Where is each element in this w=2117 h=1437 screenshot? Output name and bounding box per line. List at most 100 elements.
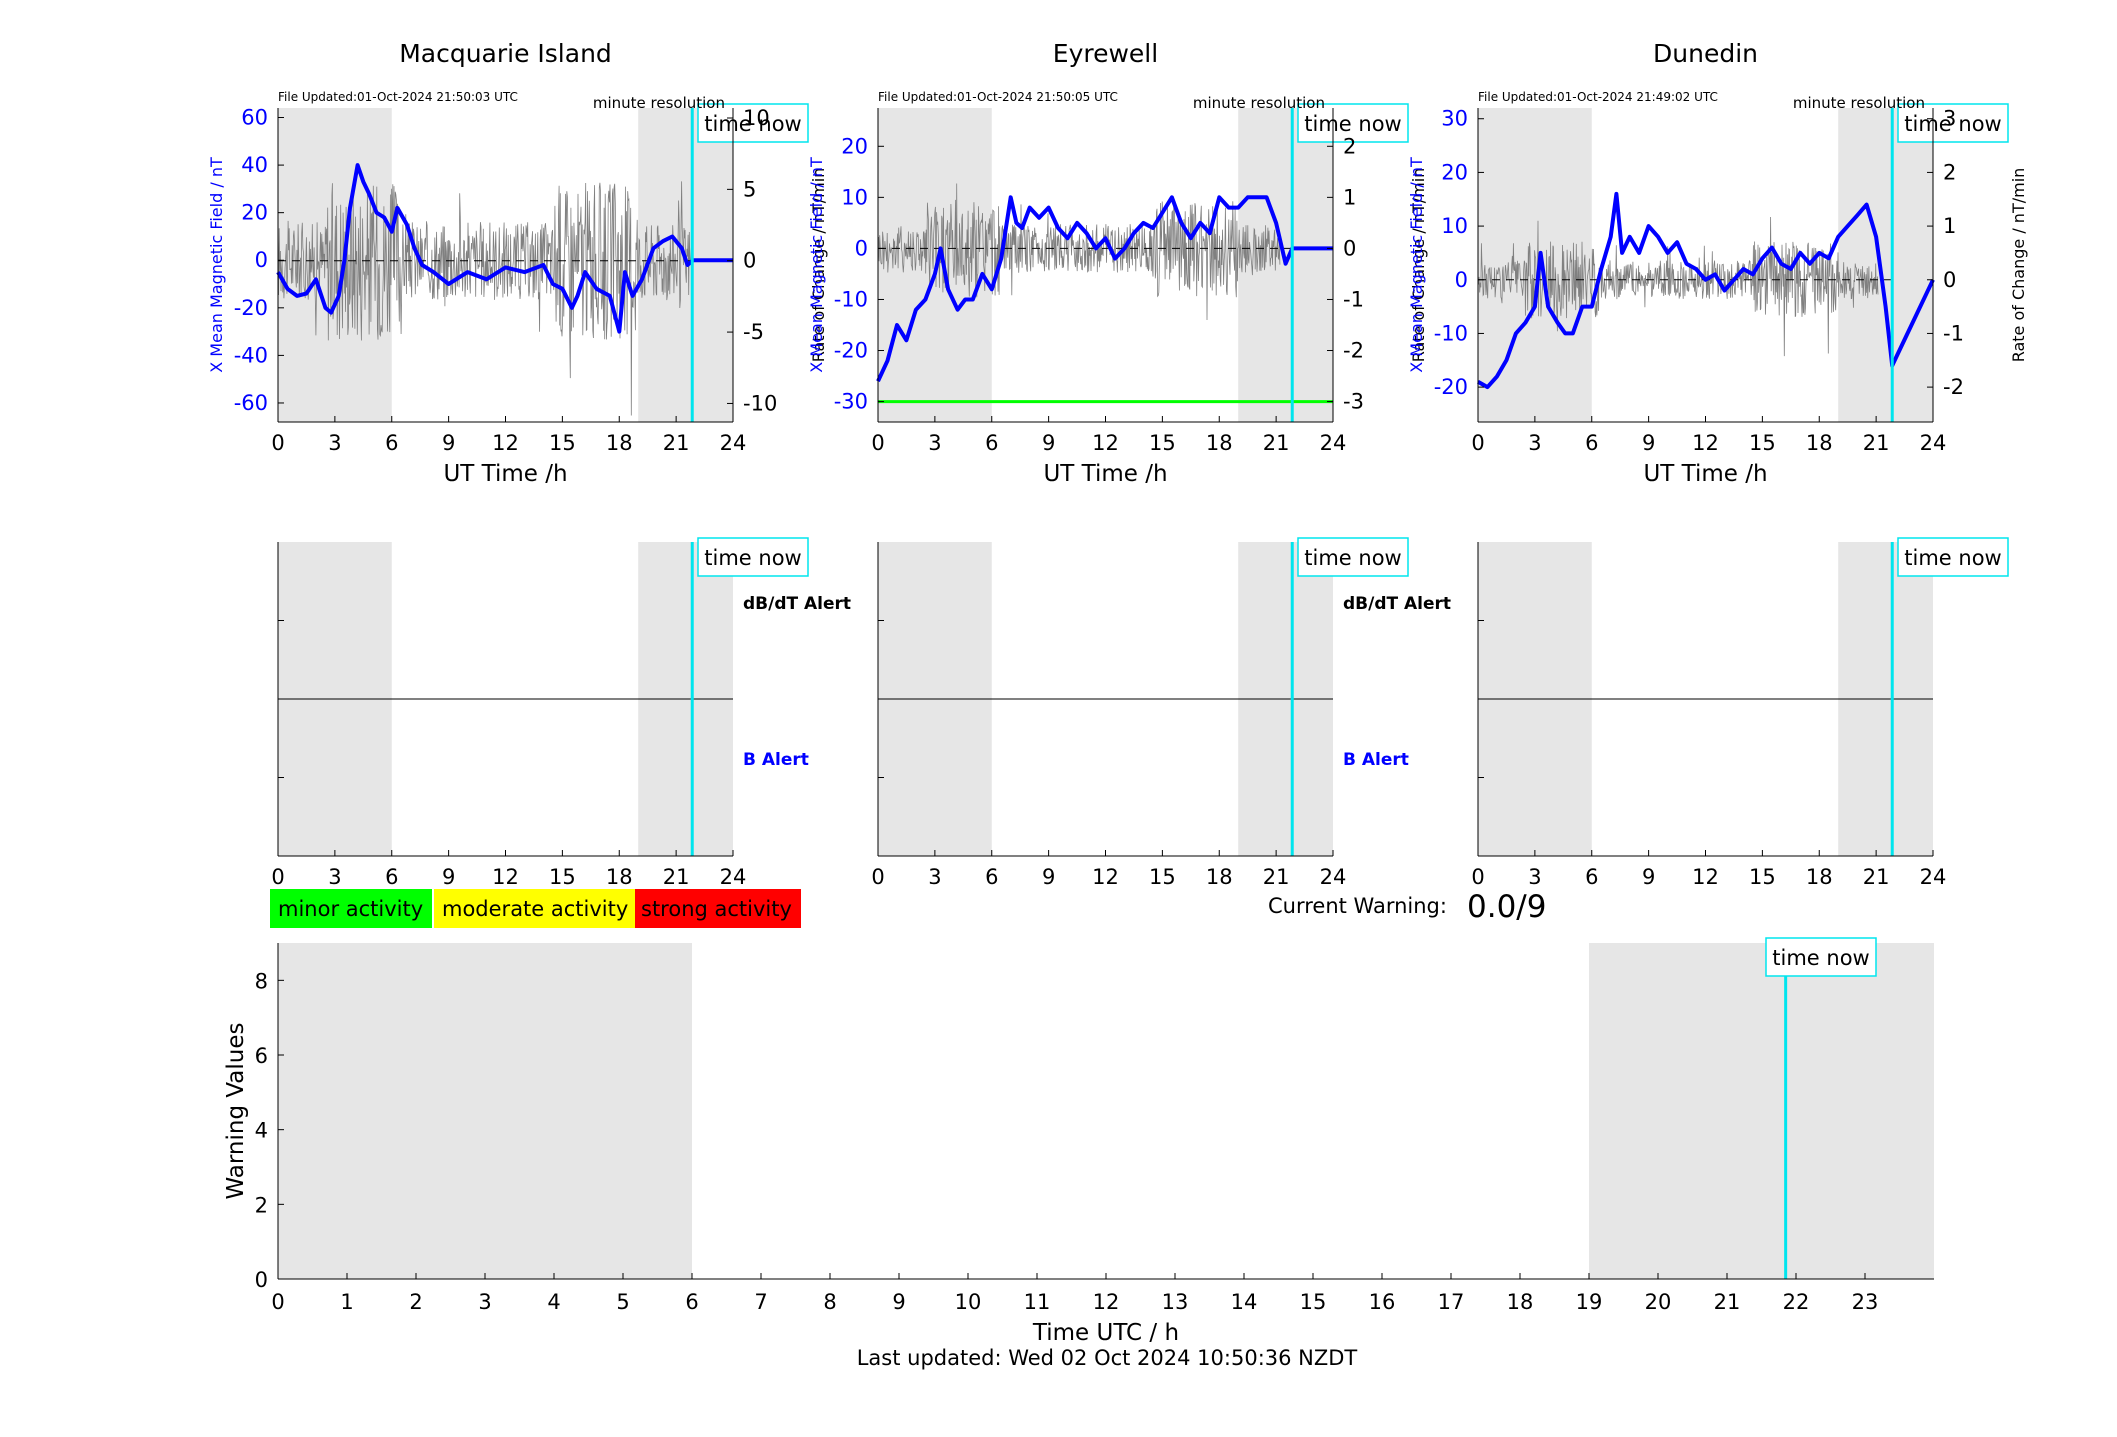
x-tick-label-warn-14: 14 <box>1231 1290 1258 1314</box>
y-right-label-1: Rate of Change / nT/min <box>1409 168 1428 363</box>
x-tick-label-mid1-18: 18 <box>1206 865 1233 889</box>
y-left-tick-label-1-20: 20 <box>841 134 868 158</box>
last-updated: Last updated: Wed 02 Oct 2024 10:50:36 N… <box>857 1346 1358 1370</box>
x-tick-label-1-18: 18 <box>1206 431 1233 455</box>
x-tick-label-mid0-9: 9 <box>442 865 455 889</box>
x-tick-label-warn-1: 1 <box>340 1290 353 1314</box>
y-left-label-1: X Mean Magnetic Field / nT <box>807 157 826 373</box>
x-tick-label-mid2-24: 24 <box>1920 865 1947 889</box>
x-tick-label-1-9: 9 <box>1042 431 1055 455</box>
x-tick-label-mid1-24: 24 <box>1320 865 1347 889</box>
x-tick-label-warn-2: 2 <box>409 1290 422 1314</box>
x-tick-label-1-24: 24 <box>1320 431 1347 455</box>
x-tick-label-2-21: 21 <box>1863 431 1890 455</box>
y-left-tick-label-2-30: 30 <box>1441 107 1468 131</box>
current-warning-value: 0.0/9 <box>1467 889 1546 925</box>
x-tick-label-mid1-15: 15 <box>1149 865 1176 889</box>
time-now-label-mid0: time now <box>704 546 801 570</box>
y-left-tick-label-1--20: -20 <box>834 339 868 363</box>
x-tick-label-warn-16: 16 <box>1369 1290 1396 1314</box>
x-tick-label-warn-8: 8 <box>823 1290 836 1314</box>
y-left-tick-label-2-0: 0 <box>1455 268 1468 292</box>
x-tick-label-0-9: 9 <box>442 431 455 455</box>
y-tick-label-warn-6: 6 <box>255 1044 268 1068</box>
time-now-box-0 <box>697 103 809 143</box>
x-field-series-1 <box>876 195 1333 383</box>
y-right-tick-label-1-2: 2 <box>1343 134 1356 158</box>
y-left-tick-label-2--10: -10 <box>1434 321 1468 345</box>
time-now-box-mid2 <box>1897 537 2009 577</box>
legend-minor-label: minor activity <box>278 897 423 921</box>
station-title-2: Dunedin <box>1653 39 1758 68</box>
x-tick-label-mid1-21: 21 <box>1263 865 1290 889</box>
time-now-label-warn: time now <box>1772 946 1869 970</box>
x-tick-label-mid2-15: 15 <box>1749 865 1776 889</box>
x-tick-label-0-0: 0 <box>271 431 284 455</box>
x-tick-label-warn-18: 18 <box>1507 1290 1534 1314</box>
y-tick-label-warn-0: 0 <box>255 1268 268 1292</box>
x-tick-label-2-18: 18 <box>1806 431 1833 455</box>
x-tick-label-mid0-24: 24 <box>720 865 747 889</box>
x-tick-label-warn-3: 3 <box>478 1290 491 1314</box>
time-now-label-mid2: time now <box>1904 546 2001 570</box>
y-left-tick-label-0-0: 0 <box>255 248 268 272</box>
x-tick-label-mid2-18: 18 <box>1806 865 1833 889</box>
y-right-tick-label-1--2: -2 <box>1343 339 1364 363</box>
station-title-0: Macquarie Island <box>399 39 612 68</box>
x-axis-label-0: UT Time /h <box>443 461 567 487</box>
y-left-tick-label-0--60: -60 <box>234 391 268 415</box>
x-tick-label-1-12: 12 <box>1092 431 1119 455</box>
file-updated-1: File Updated:01-Oct-2024 21:50:05 UTC <box>878 90 1118 104</box>
y-left-tick-label-0-40: 40 <box>241 153 268 177</box>
x-field-series-0 <box>276 163 733 334</box>
x-tick-label-0-18: 18 <box>606 431 633 455</box>
x-tick-label-mid2-3: 3 <box>1528 865 1541 889</box>
y-right-tick-label-0--5: -5 <box>743 320 764 344</box>
legend-strong-label: strong activity <box>641 897 792 921</box>
x-tick-label-warn-7: 7 <box>754 1290 767 1314</box>
y-right-label-0: Rate of Change / nT/min <box>809 168 828 363</box>
y-left-tick-label-2--20: -20 <box>1434 375 1468 399</box>
x-tick-label-mid0-15: 15 <box>549 865 576 889</box>
shaded-region-2-1 <box>1838 108 1933 422</box>
x-tick-label-1-0: 0 <box>871 431 884 455</box>
x-tick-label-0-6: 6 <box>385 431 398 455</box>
y-left-label-0: X Mean Magnetic Field / nT <box>207 157 226 373</box>
legend-minor-swatch <box>270 889 432 928</box>
x-tick-label-2-24: 24 <box>1920 431 1947 455</box>
x-tick-label-warn-23: 23 <box>1852 1290 1879 1314</box>
x-tick-label-1-6: 6 <box>985 431 998 455</box>
x-tick-label-mid1-0: 0 <box>871 865 884 889</box>
y-right-tick-label-2-2: 2 <box>1943 160 1956 184</box>
x-tick-label-mid2-6: 6 <box>1585 865 1598 889</box>
x-tick-label-warn-21: 21 <box>1714 1290 1741 1314</box>
time-now-label-mid1: time now <box>1304 546 1401 570</box>
x-tick-label-mid2-0: 0 <box>1471 865 1484 889</box>
x-tick-label-warn-19: 19 <box>1576 1290 1603 1314</box>
legend-moderate-swatch <box>434 889 635 928</box>
y-right-tick-label-0--10: -10 <box>743 391 777 415</box>
time-now-label-1: time now <box>1304 112 1401 136</box>
x-tick-label-warn-10: 10 <box>955 1290 982 1314</box>
y-right-tick-label-1-0: 0 <box>1343 236 1356 260</box>
x-tick-label-warn-20: 20 <box>1645 1290 1672 1314</box>
b-alert-label-1: B Alert <box>1343 750 1409 770</box>
minute-resolution-2: minute resolution <box>1793 94 1925 112</box>
x-tick-label-mid2-12: 12 <box>1692 865 1719 889</box>
x-tick-label-warn-12: 12 <box>1093 1290 1120 1314</box>
y-tick-label-warn-4: 4 <box>255 1119 268 1143</box>
x-tick-label-warn-13: 13 <box>1162 1290 1189 1314</box>
time-now-box-mid0 <box>697 537 809 577</box>
x-tick-label-warn-0: 0 <box>271 1290 284 1314</box>
shaded-region-warn-1 <box>1589 943 1934 1279</box>
file-updated-0: File Updated:01-Oct-2024 21:50:03 UTC <box>278 90 518 104</box>
y-right-tick-label-1--3: -3 <box>1343 390 1364 414</box>
y-left-tick-label-2-20: 20 <box>1441 160 1468 184</box>
x-tick-label-warn-9: 9 <box>892 1290 905 1314</box>
y-right-tick-label-2-1: 1 <box>1943 214 1956 238</box>
y-right-tick-label-2--2: -2 <box>1943 375 1964 399</box>
x-axis-label-2: UT Time /h <box>1643 461 1767 487</box>
x-tick-label-0-24: 24 <box>720 431 747 455</box>
x-tick-label-0-3: 3 <box>328 431 341 455</box>
file-updated-2: File Updated:01-Oct-2024 21:49:02 UTC <box>1478 90 1718 104</box>
